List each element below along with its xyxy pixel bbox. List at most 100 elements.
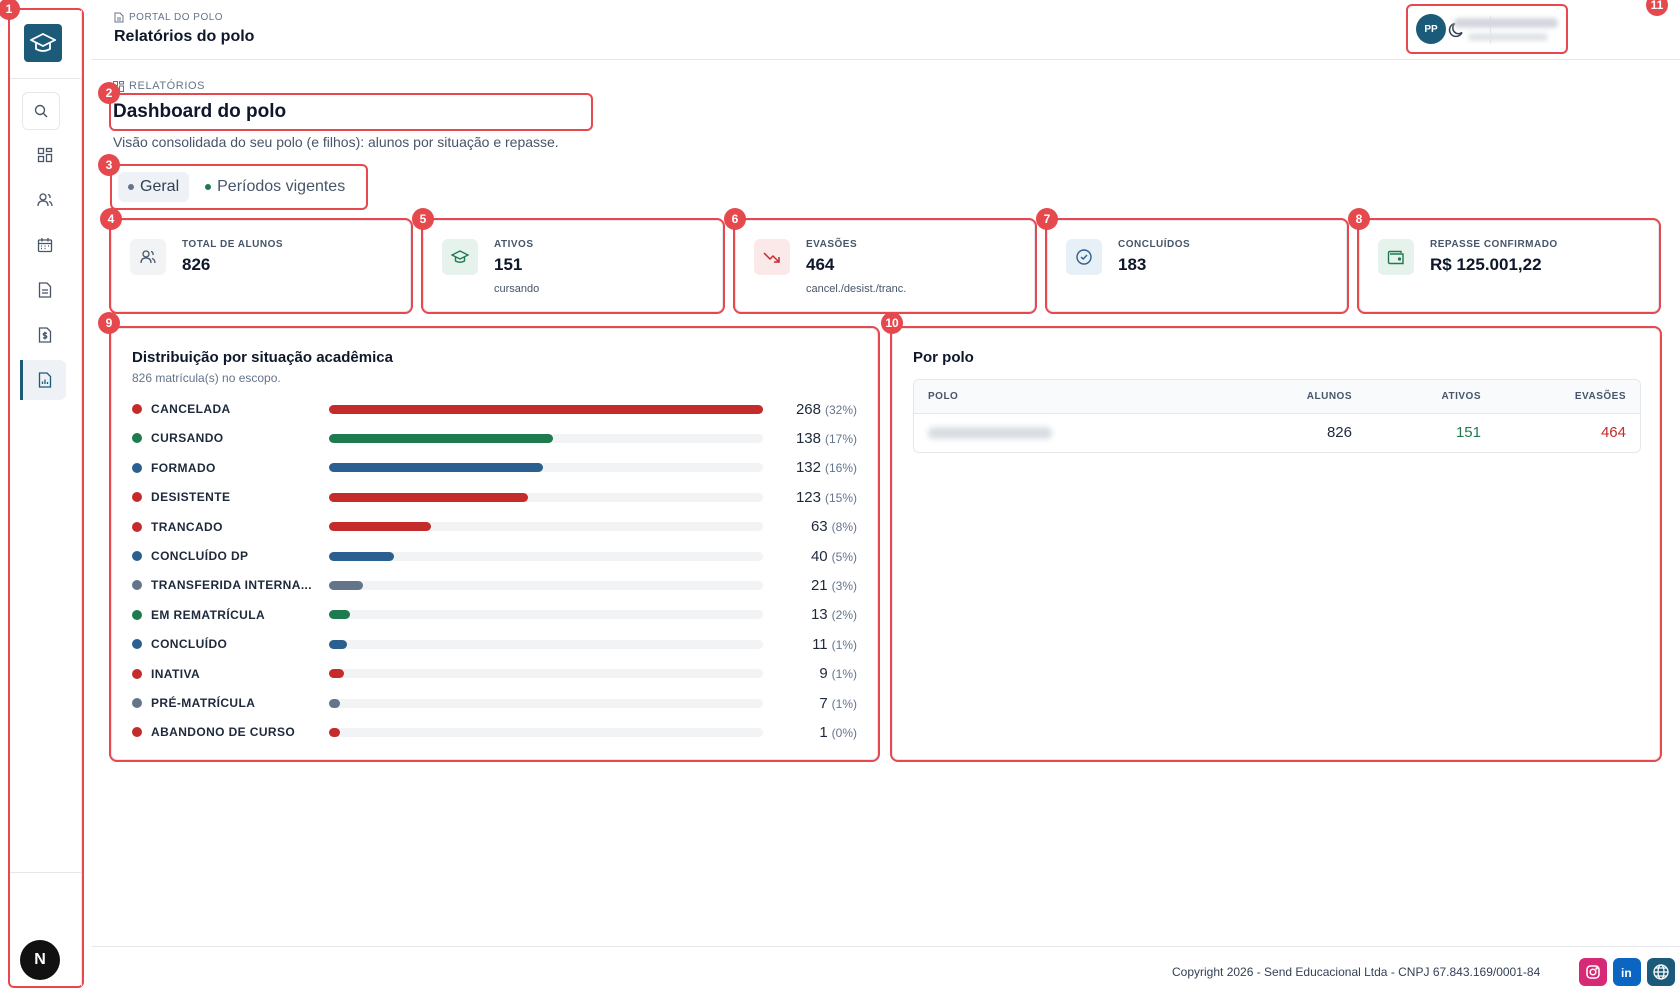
table-row[interactable]: 826 151 464 <box>914 414 1640 452</box>
list-item: ABANDONO DE CURSO 1 (0%) <box>132 722 860 742</box>
column-header-evasoes: EVASÕES <box>1574 391 1626 402</box>
panel-subtitle: 826 matrícula(s) no escopo. <box>132 371 281 385</box>
wallet-icon <box>1378 239 1414 275</box>
progress-fill <box>329 669 344 679</box>
column-header-polo: POLO <box>928 391 959 402</box>
status-dot <box>132 551 142 561</box>
status-name: TRANCADO <box>151 519 223 534</box>
card-label: CONCLUÍDOS <box>1118 239 1191 250</box>
avatar: PP <box>1416 14 1446 44</box>
graduation-cap-logo[interactable] <box>24 24 62 62</box>
count-value: 123 <box>795 488 821 506</box>
linkedin-icon[interactable]: in <box>1613 958 1641 986</box>
por-polo-table: POLO ALUNOS ATIVOS EVASÕES 826 151 464 <box>913 379 1641 453</box>
count-value: 138 <box>795 429 821 447</box>
status-dot <box>132 521 142 532</box>
status-name: CONCLUÍDO DP <box>151 549 249 563</box>
status-name: DESISTENTE <box>151 490 231 505</box>
annotation-badge: 9 <box>98 312 120 334</box>
tab-periodos-vigentes[interactable]: Períodos vigentes <box>195 172 355 202</box>
status-name: TRANSFERIDA INTERNA... <box>151 578 313 593</box>
progress-track <box>329 551 763 561</box>
status-count: 40 (5%) <box>763 548 857 565</box>
count-percent: (32%) <box>824 402 857 417</box>
report-icon[interactable] <box>20 360 66 400</box>
card-subtext: cancel./desist./tranc. <box>806 283 907 295</box>
status-dot <box>132 433 142 444</box>
card-value: R$ 125.001,22 <box>1430 255 1542 274</box>
count-value: 63 <box>810 518 828 536</box>
count-value: 268 <box>795 400 821 418</box>
kpi-card-4: CONCLUÍDOS 183 <box>1045 218 1349 314</box>
panel-title: Distribuição por situação acadêmica <box>132 349 393 366</box>
status-name: CONCLUÍDO <box>151 637 228 652</box>
cell-evasoes: 464 <box>1600 424 1626 441</box>
tab-geral[interactable]: Geral <box>118 172 190 202</box>
check-circle-icon <box>1066 239 1102 275</box>
card-subtext: cursando <box>494 283 540 295</box>
card-value: 826 <box>182 255 211 274</box>
list-item: CURSANDO 138 (17%) <box>132 428 860 448</box>
calendar-icon[interactable] <box>22 225 68 265</box>
count-value: 11 <box>812 635 828 653</box>
count-percent: (15%) <box>824 490 857 505</box>
list-item: TRANCADO 63 (8%) <box>132 517 860 537</box>
status-dot <box>132 698 142 708</box>
status-count: 1 (0%) <box>763 724 857 741</box>
progress-fill <box>329 492 529 502</box>
trending-down-icon <box>754 239 790 275</box>
users-icon <box>130 239 166 275</box>
footer-divider <box>92 946 1680 947</box>
list-item: INATIVA 9 (1%) <box>132 664 860 684</box>
list-item: CONCLUÍDO DP 40 (5%) <box>132 546 860 566</box>
count-percent: (5%) <box>831 549 857 564</box>
status-dot <box>132 404 142 414</box>
count-percent: (17%) <box>824 431 857 446</box>
annotation-badge: 1 <box>0 0 20 20</box>
list-item: FORMADO 132 (16%) <box>132 458 860 478</box>
globe-icon[interactable] <box>1647 958 1675 986</box>
list-item: CONCLUÍDO 11 (1%) <box>132 634 860 654</box>
cell-ativos: 151 <box>1455 424 1481 441</box>
sidebar: N <box>8 8 84 988</box>
card-value: 464 <box>806 255 835 274</box>
annotation-badge: 8 <box>1348 208 1370 230</box>
dashboard-title: Dashboard do polo <box>109 93 593 131</box>
progress-fill <box>329 522 431 532</box>
table-header: POLO ALUNOS ATIVOS EVASÕES <box>914 380 1640 414</box>
status-name: CURSANDO <box>151 431 224 446</box>
instagram-icon[interactable] <box>1579 958 1607 986</box>
user-menu[interactable]: PP <box>1406 4 1568 54</box>
count-value: 21 <box>810 576 828 594</box>
kpi-card-5: REPASSE CONFIRMADO R$ 125.001,22 <box>1357 218 1661 314</box>
dashboard-icon[interactable] <box>22 135 68 175</box>
annotation-badge: 2 <box>98 82 120 104</box>
annotation-badge: 11 <box>1646 0 1668 16</box>
count-percent: (8%) <box>831 520 857 535</box>
status-count: 13 (2%) <box>763 606 857 623</box>
status-count: 21 (3%) <box>763 577 857 594</box>
progress-fill <box>329 404 763 414</box>
progress-track <box>329 463 763 473</box>
search-icon[interactable] <box>22 92 60 130</box>
document-icon[interactable] <box>22 270 68 310</box>
status-count: 138 (17%) <box>763 430 857 447</box>
status-dot <box>132 639 142 650</box>
count-value: 9 <box>819 665 828 683</box>
status-dot <box>132 668 142 679</box>
progress-fill <box>329 639 347 649</box>
progress-track <box>329 522 763 532</box>
status-dot <box>132 580 142 591</box>
svg-text:in: in <box>1621 966 1632 980</box>
progress-fill <box>329 727 340 737</box>
count-percent: (1%) <box>831 696 857 711</box>
avatar[interactable]: N <box>20 940 60 980</box>
card-value: 151 <box>494 255 523 274</box>
status-dot <box>132 462 142 473</box>
users-icon[interactable] <box>22 180 68 220</box>
status-name: CANCELADA <box>151 402 231 416</box>
money-icon[interactable] <box>22 315 68 355</box>
tab-dot <box>205 184 212 190</box>
card-label: REPASSE CONFIRMADO <box>1430 239 1558 250</box>
annotation-badge: 5 <box>412 208 434 230</box>
